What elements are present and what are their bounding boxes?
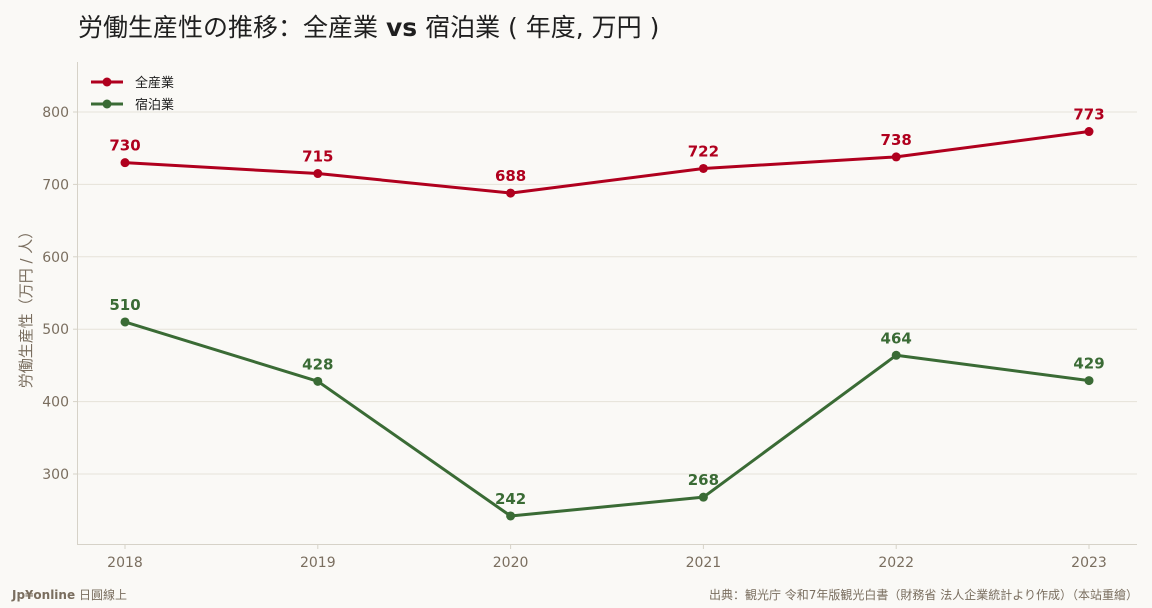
series-layer: 730 715 688 722 738 773 510 428 242 268 464 429	[109, 106, 1105, 521]
data-label: 510	[109, 296, 140, 314]
series-line	[124, 320, 1090, 518]
x-tick-label: 2021	[686, 555, 722, 571]
data-point	[313, 376, 323, 386]
data-point	[506, 188, 516, 198]
data-point	[891, 152, 901, 162]
series-line	[124, 130, 1090, 195]
data-point	[506, 511, 516, 521]
x-tick-label: 2019	[300, 555, 336, 571]
data-label: 428	[302, 355, 333, 373]
series-1: 730 715 688 722 738 773	[109, 106, 1105, 198]
legend-item: 宿泊業	[91, 97, 174, 113]
x-tick-label: 2022	[878, 555, 914, 571]
y-tick-label: 600	[42, 250, 69, 266]
source-note: 出典：観光庁 令和7年版観光白書（財務省 法人企業統計より作成）（本站重繪）	[709, 587, 1138, 602]
data-point	[698, 163, 708, 173]
y-tick-labels: 300 400 500 600 700 800	[42, 105, 78, 483]
brand-credit: Jp¥online 日圓線上	[11, 587, 127, 602]
x-tick-label: 2018	[107, 555, 143, 571]
data-label: 268	[688, 471, 719, 489]
legend-item: 全産業	[91, 75, 174, 91]
data-label: 429	[1073, 355, 1104, 373]
data-point	[698, 492, 708, 502]
data-point	[1084, 376, 1094, 386]
legend-swatch-marker	[102, 99, 112, 109]
data-label: 715	[302, 148, 333, 166]
data-point	[313, 169, 323, 179]
legend-swatch-marker	[102, 77, 112, 87]
y-tick-label: 500	[42, 322, 69, 338]
y-axis-label: 労働生産性（万円 / 人）	[17, 224, 35, 389]
data-point	[120, 317, 130, 327]
data-label: 242	[495, 490, 526, 508]
legend-label: 宿泊業	[135, 97, 174, 113]
x-tick-labels: 2018 2019 2020 2021 2022 2023	[107, 544, 1107, 571]
data-label: 722	[688, 142, 719, 160]
y-tick-label: 400	[42, 395, 69, 411]
y-tick-label: 700	[42, 177, 69, 193]
data-label: 730	[109, 137, 140, 155]
data-point	[891, 350, 901, 360]
series-2: 510 428 242 268 464 429	[109, 296, 1105, 521]
data-label: 464	[881, 329, 912, 347]
data-label: 688	[495, 167, 526, 185]
x-tick-label: 2023	[1071, 555, 1107, 571]
x-tick-label: 2020	[493, 555, 529, 571]
y-tick-label: 300	[42, 467, 69, 483]
data-label: 738	[881, 131, 912, 149]
y-tick-label: 800	[42, 105, 69, 121]
data-point	[120, 158, 130, 168]
chart-title: 労働生産性の推移：全産業 vs 宿泊業 ( 年度, 万円 )	[78, 13, 659, 42]
gridlines	[78, 111, 1137, 475]
data-label: 773	[1073, 106, 1104, 124]
data-point	[1084, 127, 1094, 137]
legend-label: 全産業	[135, 75, 174, 91]
